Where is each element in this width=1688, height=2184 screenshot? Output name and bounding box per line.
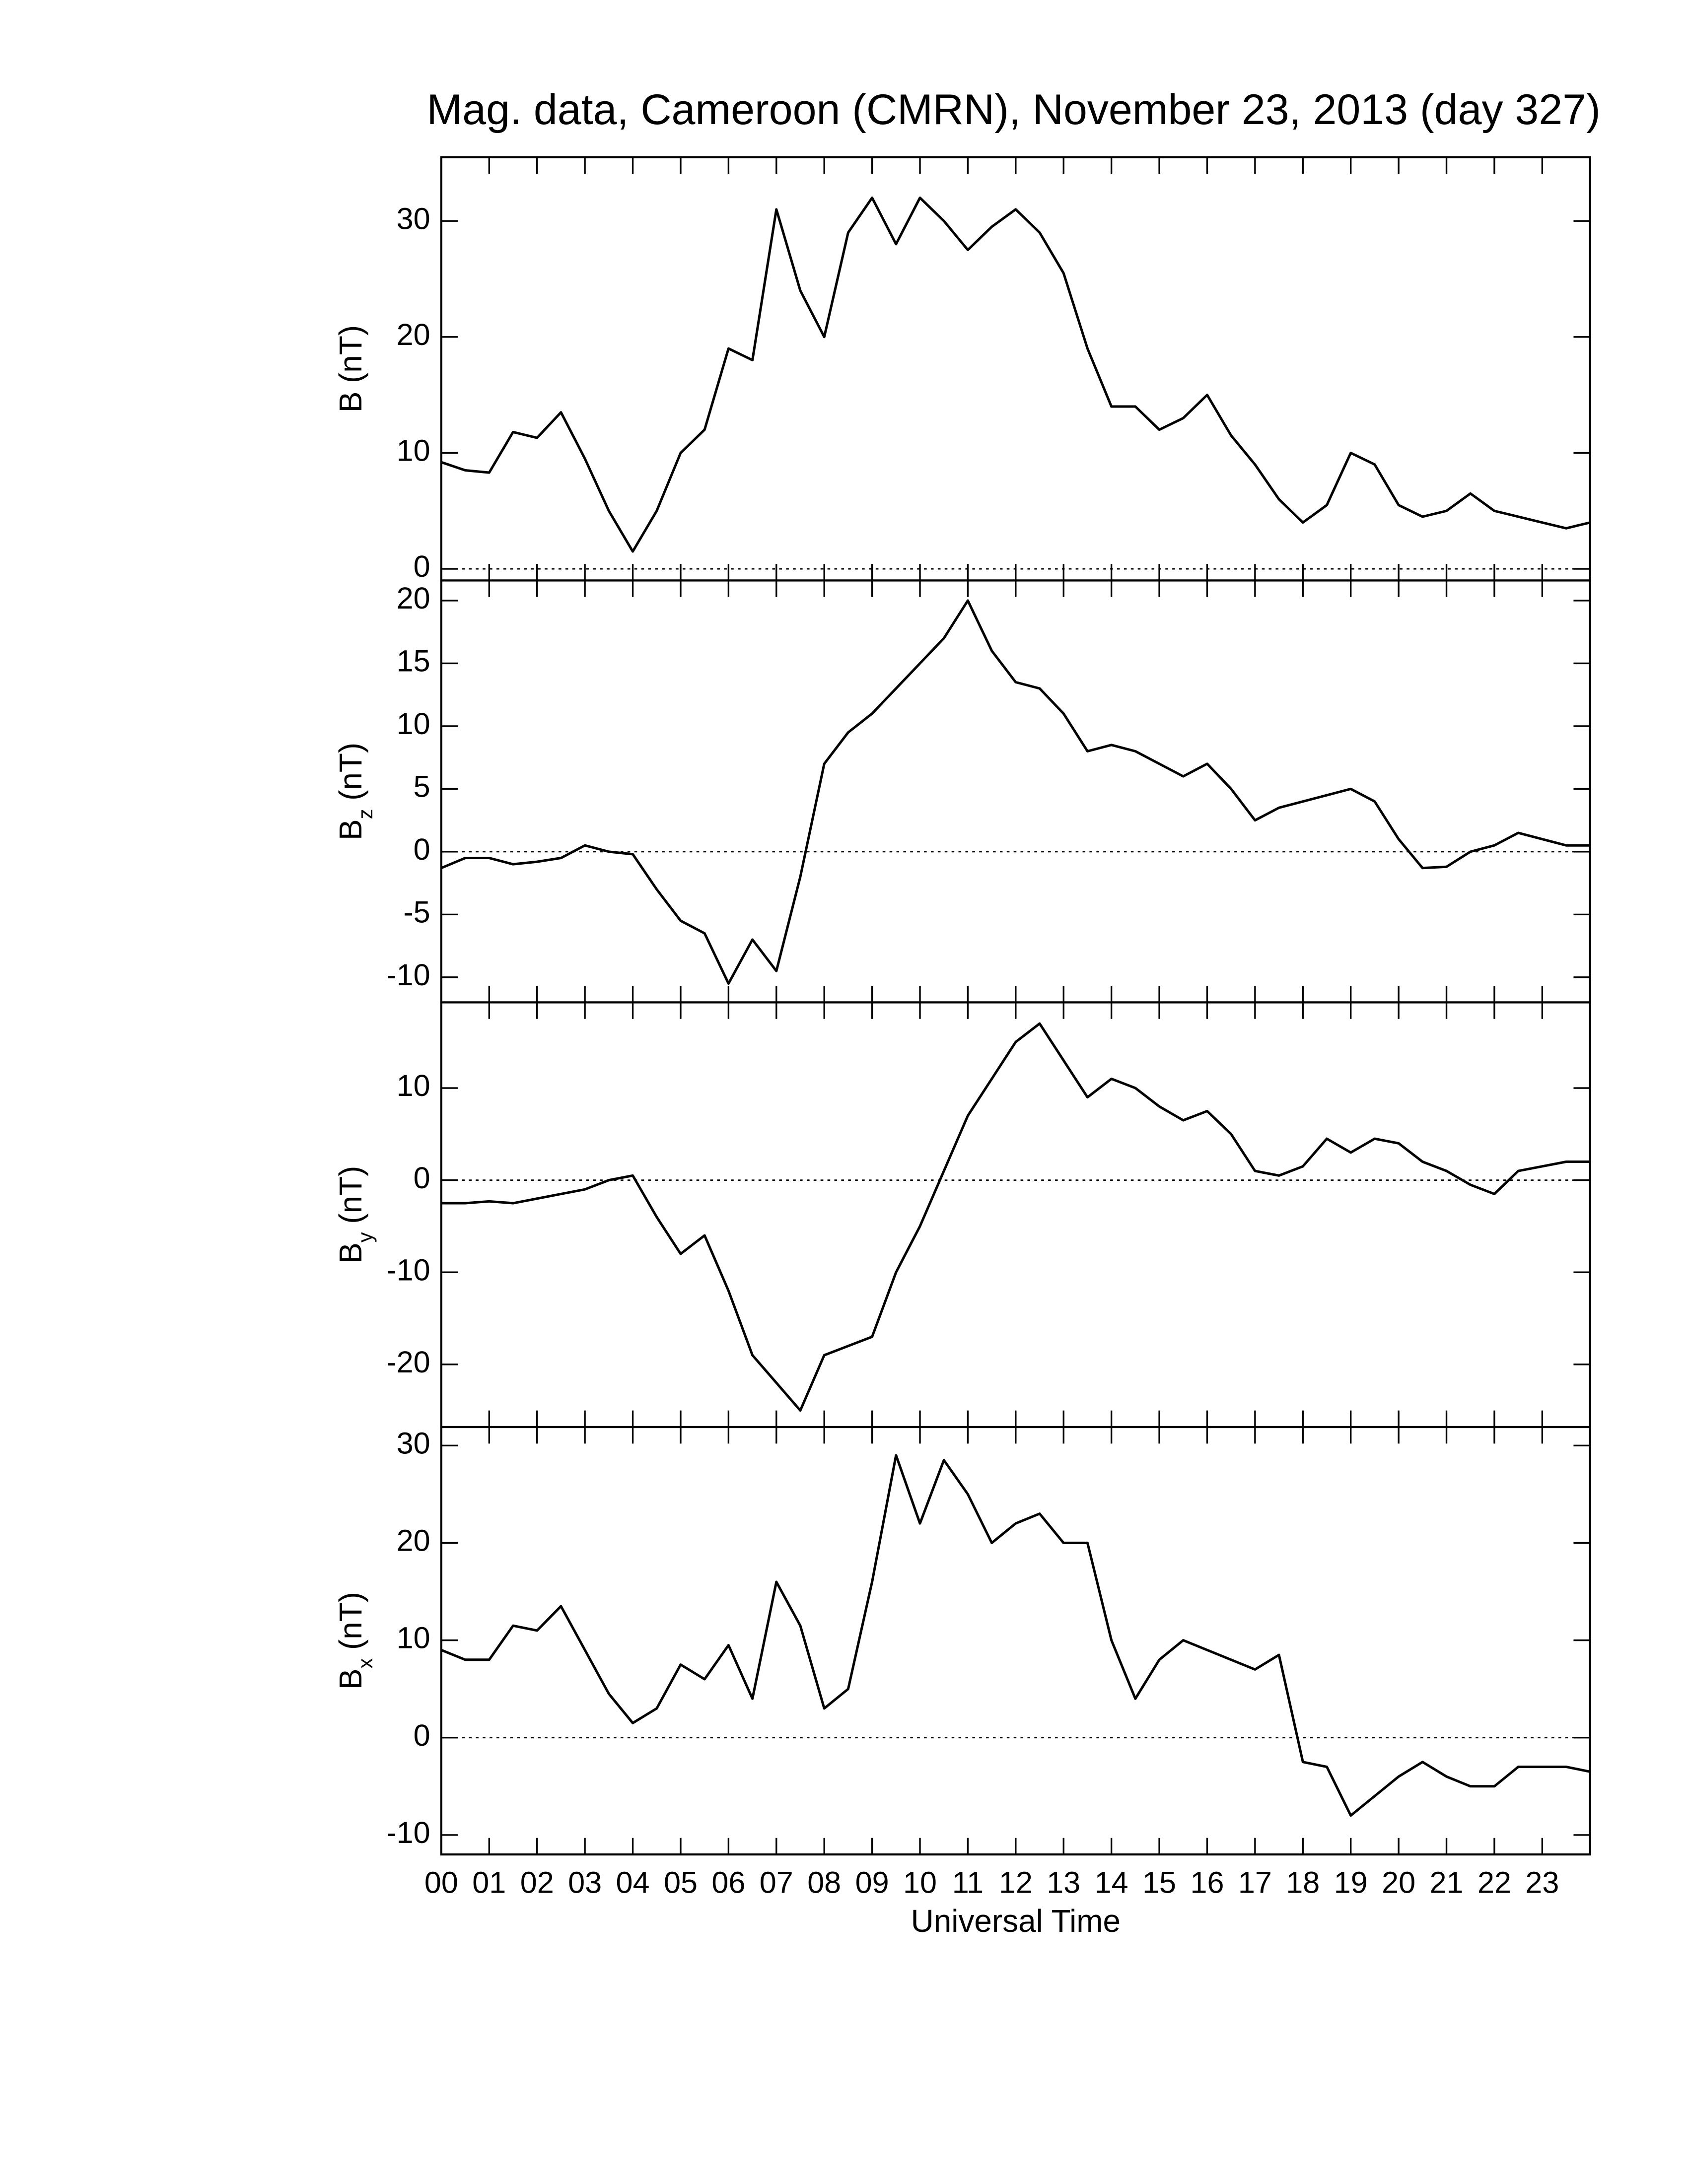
y-tick-label: 0 [414, 1161, 430, 1195]
y-label-symbol: B [333, 1242, 368, 1264]
y-tick-label: 5 [414, 770, 430, 804]
x-tick-label: 08 [807, 1865, 841, 1899]
plot-frame [440, 579, 1591, 1004]
data-line [440, 599, 1590, 985]
x-tick-label: 22 [1477, 1865, 1511, 1899]
x-axis-label: Universal Time [911, 1903, 1121, 1939]
y-tick-label: 0 [414, 549, 430, 583]
y-label-unit: (nT) [333, 743, 368, 801]
x-tick-label: 23 [1525, 1865, 1559, 1899]
x-tick-label: 06 [711, 1865, 745, 1899]
y-tick-label: 10 [397, 434, 430, 468]
x-tick-label: 11 [952, 1865, 984, 1899]
x-tick-label: 01 [472, 1865, 506, 1899]
y-tick-label: -10 [386, 1816, 430, 1849]
x-tick-label: 03 [568, 1865, 602, 1899]
y-tick-label: 30 [397, 1426, 430, 1460]
y-axis-label: Bx (nT) [333, 1592, 377, 1690]
x-tick-label: 05 [664, 1865, 698, 1899]
x-tick-label: 04 [616, 1865, 650, 1899]
y-label-symbol: B [333, 819, 368, 840]
y-label-subscript: y [353, 1232, 377, 1242]
y-tick-label: 15 [397, 644, 430, 678]
y-tick-label: 30 [397, 202, 430, 235]
y-tick-label: -20 [386, 1345, 430, 1379]
y-label-subscript: x [353, 1658, 377, 1669]
x-tick-label: 13 [1047, 1865, 1080, 1899]
plot-frame [440, 1426, 1591, 1856]
y-tick-label: 20 [397, 318, 430, 351]
y-tick-label: 10 [397, 1069, 430, 1102]
y-tick-label: 10 [397, 1621, 430, 1655]
x-tick-label: 07 [760, 1865, 793, 1899]
x-tick-label: 14 [1095, 1865, 1128, 1899]
x-tick-label: 19 [1334, 1865, 1368, 1899]
y-tick-label: -10 [386, 1253, 430, 1287]
y-axis-label: By (nT) [333, 1166, 377, 1264]
y-tick-label: 20 [397, 581, 430, 615]
y-tick-label: 10 [397, 707, 430, 741]
x-tick-label: 12 [999, 1865, 1033, 1899]
x-tick-label: 20 [1382, 1865, 1415, 1899]
y-tick-label: -5 [403, 895, 430, 929]
y-label-unit: (nT) [333, 325, 368, 383]
x-tick-label: 15 [1142, 1865, 1176, 1899]
y-label-symbol: B [333, 392, 368, 413]
y-label-unit: (nT) [333, 1592, 368, 1650]
y-tick-label: 0 [414, 832, 430, 866]
data-line [440, 1454, 1591, 1817]
plot-frame [440, 1001, 1591, 1429]
x-tick-label: 02 [520, 1865, 554, 1899]
data-line [441, 196, 1591, 553]
y-tick-label: 0 [414, 1718, 430, 1752]
x-tick-label: 17 [1238, 1865, 1272, 1899]
y-axis-label: B (nT) [333, 325, 368, 412]
y-label-subscript: z [353, 809, 377, 819]
x-tick-label: 00 [424, 1865, 458, 1899]
x-tick-label: 21 [1430, 1865, 1464, 1899]
data-line [441, 1022, 1590, 1412]
y-label-unit: (nT) [333, 1166, 368, 1224]
x-tick-label: 10 [903, 1865, 937, 1899]
x-tick-label: 09 [855, 1865, 889, 1899]
y-axis-label: Bz (nT) [333, 743, 377, 840]
y-tick-label: -10 [386, 958, 430, 992]
chart-title: Mag. data, Cameroon (CMRN), November 23,… [427, 86, 1601, 134]
y-label-symbol: B [333, 1669, 368, 1690]
x-tick-label: 16 [1190, 1865, 1224, 1899]
x-tick-label: 18 [1286, 1865, 1320, 1899]
y-tick-label: 20 [397, 1524, 430, 1558]
